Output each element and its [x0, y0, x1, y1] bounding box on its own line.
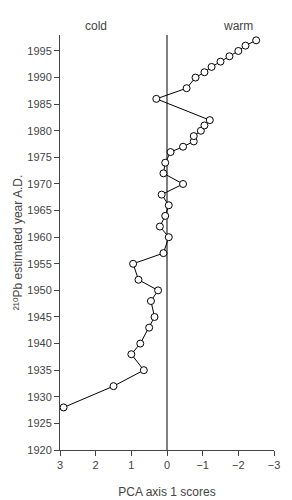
svg-text:1: 1: [128, 459, 134, 471]
svg-text:1925: 1925: [27, 417, 51, 429]
svg-text:2: 2: [93, 459, 99, 471]
svg-text:1950: 1950: [27, 284, 51, 296]
svg-text:1935: 1935: [27, 364, 51, 376]
svg-text:1960: 1960: [27, 231, 51, 243]
svg-text:1945: 1945: [27, 311, 51, 323]
svg-text:1940: 1940: [27, 337, 51, 349]
svg-text:1920: 1920: [27, 444, 51, 456]
svg-text:PCA axis 1 scores: PCA axis 1 scores: [118, 485, 215, 499]
svg-text:1965: 1965: [27, 204, 51, 216]
svg-text:1995: 1995: [27, 45, 51, 57]
svg-text:cold: cold: [85, 19, 107, 33]
svg-text:−2: −2: [232, 459, 245, 471]
svg-text:−1: −1: [196, 459, 209, 471]
svg-text:1985: 1985: [27, 98, 51, 110]
svg-text:0: 0: [164, 459, 170, 471]
svg-text:1970: 1970: [27, 178, 51, 190]
svg-text:1980: 1980: [27, 125, 51, 137]
svg-text:1955: 1955: [27, 258, 51, 270]
svg-text:1930: 1930: [27, 391, 51, 403]
svg-text:−3: −3: [268, 459, 281, 471]
svg-text:1975: 1975: [27, 151, 51, 163]
svg-text:²¹⁰Pb estimated year A.D.: ²¹⁰Pb estimated year A.D.: [11, 175, 25, 311]
svg-text:warm: warm: [223, 19, 253, 33]
svg-text:1990: 1990: [27, 71, 51, 83]
svg-text:3: 3: [57, 459, 63, 471]
